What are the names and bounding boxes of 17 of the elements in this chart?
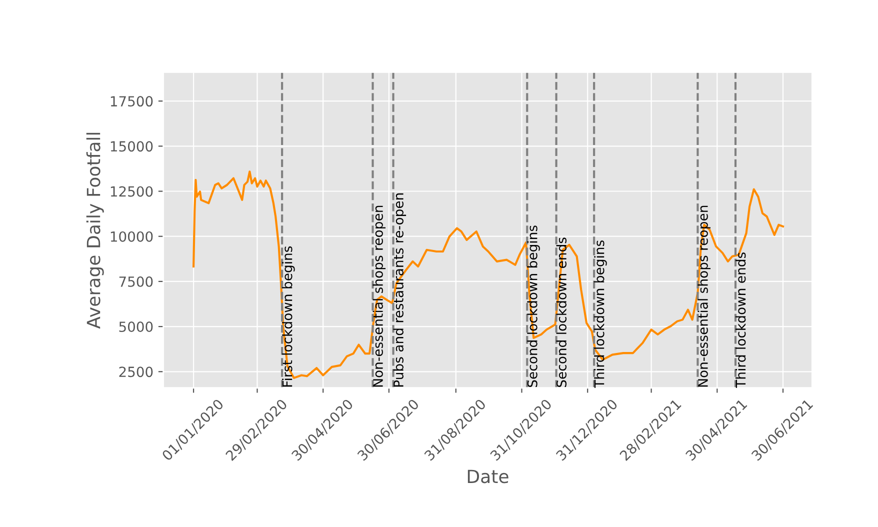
y-tick-label: 2500 — [119, 366, 153, 378]
y-tick-label: 10000 — [110, 231, 153, 242]
ref-line-label: Pubs and restaurants re-open — [393, 193, 406, 387]
y-tick-label: 15000 — [110, 141, 153, 152]
y-tick-label: 7500 — [119, 276, 153, 287]
y-tick-label: 17500 — [110, 96, 153, 107]
y-axis-title: Average Daily Footfall — [86, 132, 104, 329]
ref-line-label: Non-essential shops reopen — [698, 206, 710, 387]
x-axis-title: Date — [468, 470, 508, 484]
ref-line-label: Second lockdown ends — [556, 238, 566, 387]
ref-line-label: First lockdown begins — [282, 246, 295, 387]
ref-line-label: Non-essential shops reopen — [372, 206, 386, 387]
ref-line-label: Second lockdown begins — [527, 226, 540, 387]
y-tick-label: 5000 — [119, 322, 153, 332]
ref-line-label: Third lockdown begins — [594, 240, 607, 388]
ref-line-label: Third lockdown ends — [736, 252, 746, 388]
y-tick-label: 12500 — [110, 186, 153, 197]
